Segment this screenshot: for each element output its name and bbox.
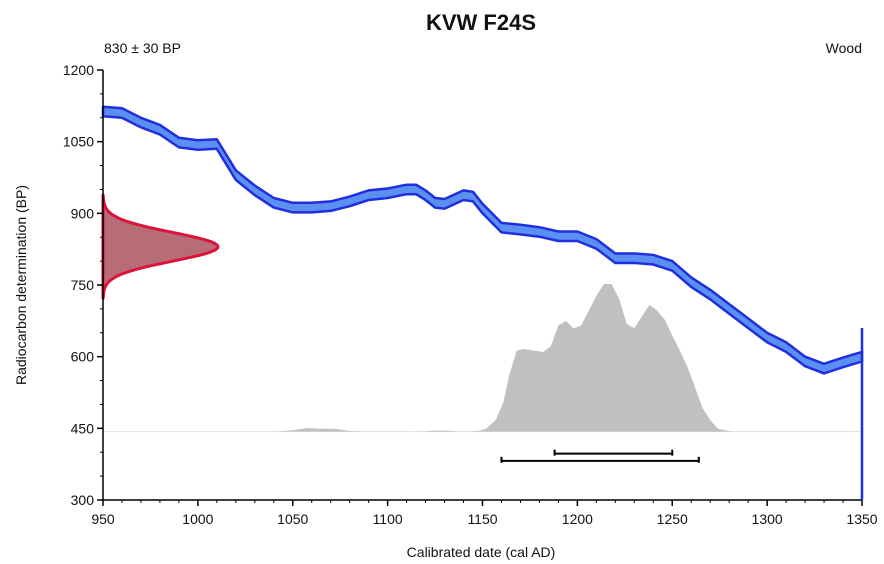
calibrated-ranges (500, 449, 700, 463)
axes: 950 1000 1050 1100 1150 1200 1250 1300 1350 300 45… (63, 62, 878, 527)
y-tick-label: 1050 (63, 134, 94, 150)
y-tick-label: 600 (71, 349, 95, 365)
x-axis-label: Calibrated date (cal AD) (407, 544, 556, 560)
x-tick-label: 1150 (467, 511, 497, 527)
sample-material-label: Wood (826, 40, 862, 56)
x-tick-label: 1100 (373, 511, 403, 527)
calibrated-date-distribution (103, 284, 862, 433)
x-tick-label: 1050 (277, 511, 308, 527)
measurement-label: 830 ± 30 BP (104, 40, 181, 56)
radiocarbon-distribution (101, 193, 220, 300)
calibration-curve (101, 105, 864, 375)
x-tick-label: 950 (91, 511, 115, 527)
range-bracket-1 (553, 449, 674, 456)
x-tick-label: 1300 (752, 511, 783, 527)
y-tick-label: 900 (71, 205, 95, 221)
range-bracket-2 (500, 456, 700, 463)
calibrated-density-area (273, 284, 862, 432)
y-tick-label: 300 (71, 492, 95, 508)
y-tick-label: 450 (71, 420, 95, 436)
y-axis-label: Radiocarbon determination (BP) (13, 185, 29, 385)
y-tick-label: 1200 (63, 62, 94, 78)
x-tick-label: 1000 (182, 511, 213, 527)
calibration-curve-band (101, 105, 864, 375)
x-tick-label: 1200 (562, 511, 593, 527)
x-tick-label: 1350 (846, 511, 877, 527)
plot-area (101, 105, 864, 463)
y-tick-label: 750 (71, 277, 95, 293)
chart-title: KVW F24S (426, 10, 536, 35)
x-tick-label: 1250 (657, 511, 688, 527)
radiocarbon-density-curve (101, 193, 220, 300)
